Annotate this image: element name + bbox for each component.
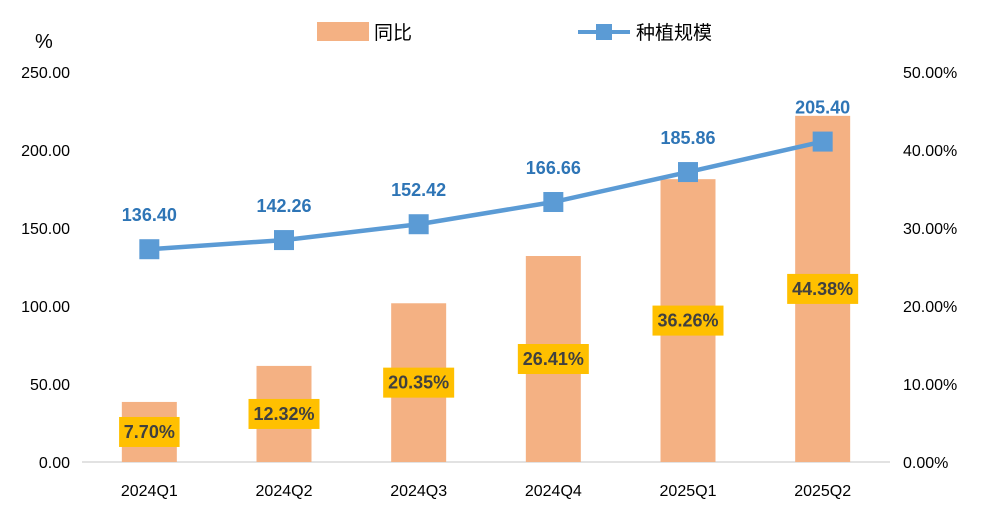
bar-label-background bbox=[787, 273, 859, 304]
line-marker bbox=[678, 162, 698, 183]
y-right-tick-label: 0.00% bbox=[903, 455, 948, 472]
bar-label-background bbox=[248, 398, 320, 429]
bar-label-text: 26.41% bbox=[523, 349, 584, 369]
bar-label-text: 36.26% bbox=[657, 311, 718, 331]
line-data-label: 152.42 bbox=[391, 180, 446, 200]
bar-label-text: 12.32% bbox=[253, 404, 314, 424]
legend-swatch-bar bbox=[317, 22, 369, 41]
y-right-tick-label: 50.00% bbox=[903, 65, 957, 82]
legend-label-line: 种植规模 bbox=[636, 22, 712, 44]
line-data-label: 185.86 bbox=[660, 128, 715, 148]
bar-data-label: 36.26% bbox=[652, 305, 724, 336]
y-left-tick-label: 150.00 bbox=[21, 221, 70, 238]
x-tick-label: 2024Q3 bbox=[390, 483, 447, 500]
bar-label-text: 7.70% bbox=[124, 422, 175, 442]
bar-label-background bbox=[119, 416, 180, 447]
line-marker bbox=[274, 230, 294, 251]
legend-swatch-marker bbox=[596, 24, 612, 40]
line-data-label: 205.40 bbox=[795, 98, 850, 118]
data-labels: 136.40 142.26 152.42 166.66 185.86 205.40 7.70… bbox=[119, 98, 859, 447]
bar-data-label: 26.41% bbox=[517, 344, 589, 375]
line-path bbox=[149, 139, 824, 252]
y-right-tick-label: 40.00% bbox=[903, 143, 957, 160]
bar-data-label: 7.70% bbox=[119, 416, 180, 447]
y-left-tick-label: 50.00 bbox=[30, 377, 70, 394]
y-left-tick-label: 0.00 bbox=[39, 455, 70, 472]
axes: 0.00 50.00 100.00 150.00 200.00 250.00 0.00% 10… bbox=[21, 65, 957, 500]
bar-label-background bbox=[517, 344, 589, 375]
y-right-tick-label: 20.00% bbox=[903, 299, 957, 316]
y-left-tick-label: 100.00 bbox=[21, 299, 70, 316]
line-marker bbox=[543, 192, 564, 213]
x-tick-label: 2024Q2 bbox=[256, 483, 313, 500]
x-tick-label: 2025Q1 bbox=[660, 483, 717, 500]
y-left-tick-label: 250.00 bbox=[21, 65, 70, 82]
line-marker bbox=[812, 131, 833, 152]
bar-label-text: 44.38% bbox=[792, 279, 853, 299]
x-tick-label: 2025Q2 bbox=[794, 483, 851, 500]
bar-data-label: 20.35% bbox=[383, 367, 455, 398]
bar-data-label: 44.38% bbox=[787, 273, 859, 304]
x-tick-label: 2024Q1 bbox=[121, 483, 178, 500]
line-data-label: 142.26 bbox=[256, 196, 311, 216]
y-right-tick-label: 30.00% bbox=[903, 221, 957, 238]
line-marker bbox=[408, 214, 429, 235]
line-data-label: 136.40 bbox=[122, 205, 177, 225]
x-tick-label: 2024Q4 bbox=[525, 483, 582, 500]
legend-label-bar: 同比 bbox=[374, 22, 412, 44]
y-right-tick-label: 10.00% bbox=[903, 377, 957, 394]
y-left-tick-label: 200.00 bbox=[21, 143, 70, 160]
line-marker bbox=[139, 239, 160, 260]
bar-series bbox=[121, 115, 851, 462]
bar-label-background bbox=[652, 305, 724, 336]
line-data-label: 166.66 bbox=[526, 158, 581, 178]
bar-data-label: 12.32% bbox=[248, 398, 320, 429]
legend: 同比 种植规模 bbox=[317, 22, 712, 44]
bar-label-text: 20.35% bbox=[388, 373, 449, 393]
line-series bbox=[139, 131, 833, 260]
bar-label-background bbox=[383, 367, 455, 398]
left-axis-unit: % bbox=[35, 31, 53, 53]
